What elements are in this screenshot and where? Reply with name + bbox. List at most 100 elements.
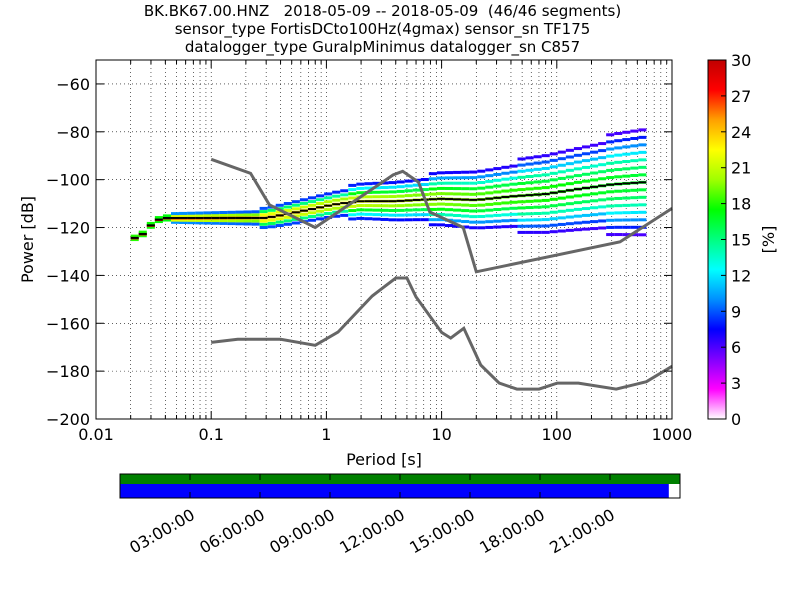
psd-cell xyxy=(549,210,558,214)
psd-cell xyxy=(428,218,437,222)
psd-mode-cell xyxy=(493,196,502,199)
psd-cell xyxy=(420,183,429,187)
y-tick-label: −160 xyxy=(46,314,90,333)
psd-cell xyxy=(380,204,389,208)
psd-cell xyxy=(219,211,228,215)
psd-cell xyxy=(565,162,574,166)
x-tick-label: 100 xyxy=(542,425,573,444)
psd-cell xyxy=(622,189,631,193)
psd-cell xyxy=(477,175,486,179)
psd-mode-cell xyxy=(469,198,478,201)
psd-cell xyxy=(461,220,470,224)
colorbar-tick-label: 3 xyxy=(731,374,741,393)
psd-cell xyxy=(493,202,502,206)
psd-cell xyxy=(275,203,284,207)
psd-cell xyxy=(493,167,502,171)
psd-cell xyxy=(630,196,639,200)
psd-cell xyxy=(573,221,582,225)
psd-cell xyxy=(436,176,445,180)
timeline-tick-label: 12:00:00 xyxy=(336,505,408,557)
psd-cell xyxy=(428,182,437,186)
psd-mode-cell xyxy=(243,216,252,219)
psd-mode-cell xyxy=(267,215,276,218)
psd-cell xyxy=(283,222,292,226)
psd-cell xyxy=(622,203,631,207)
psd-cell xyxy=(291,221,300,225)
psd-cell xyxy=(517,181,526,185)
psd-cell xyxy=(372,208,381,212)
psd-cell xyxy=(412,208,421,212)
psd-cell xyxy=(606,197,615,201)
psd-cell xyxy=(291,214,300,218)
colorbar-tick-label: 18 xyxy=(731,195,751,214)
psd-mode-cell xyxy=(428,198,437,201)
psd-cell xyxy=(396,185,405,189)
psd-cell xyxy=(275,220,284,224)
psd-cell xyxy=(606,225,615,229)
psd-cell xyxy=(396,194,405,198)
psd-cell xyxy=(590,150,599,154)
psd-cell xyxy=(372,213,381,217)
psd-cell xyxy=(565,148,574,152)
psd-cell xyxy=(179,211,188,215)
psd-mode-cell xyxy=(251,216,260,219)
psd-mode-cell xyxy=(259,216,268,219)
psd-mode-cell xyxy=(356,200,365,203)
coverage-timeline: 03:00:0006:00:0009:00:0012:00:0015:00:00… xyxy=(119,473,681,557)
psd-cell xyxy=(525,212,534,216)
psd-cell xyxy=(227,213,236,217)
psd-cell xyxy=(485,220,494,224)
psd-cell xyxy=(509,182,518,186)
psd-cell xyxy=(461,192,470,196)
psd-cell xyxy=(340,189,349,193)
psd-cell xyxy=(316,194,325,198)
colorbar-tick-label: 12 xyxy=(731,266,751,285)
psd-cell xyxy=(243,222,252,226)
psd-cell xyxy=(533,224,542,228)
psd-cell xyxy=(509,188,518,192)
psd-cell xyxy=(461,225,470,229)
psd-cell xyxy=(557,170,566,174)
psd-cell xyxy=(517,175,526,179)
psd-cell xyxy=(638,128,647,132)
psd-cell xyxy=(501,183,510,187)
psd-cell xyxy=(493,178,502,182)
psd-cell xyxy=(453,181,462,185)
psd-cell xyxy=(340,213,349,217)
psd-cell xyxy=(267,218,276,222)
psd-mode-cell xyxy=(380,200,389,203)
psd-cell xyxy=(299,201,308,205)
psd-cell xyxy=(606,204,615,208)
plot-frame xyxy=(95,59,673,420)
psd-cell xyxy=(348,196,357,200)
psd-cell xyxy=(638,150,647,154)
psd-cell xyxy=(203,221,212,225)
psd-cell xyxy=(549,230,558,234)
psd-histogram xyxy=(130,128,647,242)
psd-mode-cell xyxy=(307,208,317,211)
y-tick-label: −120 xyxy=(46,219,90,238)
psd-cell xyxy=(340,209,349,213)
psd-cell xyxy=(453,187,462,191)
psd-cell xyxy=(485,202,494,206)
psd-cell xyxy=(581,200,591,204)
psd-cell xyxy=(557,229,566,233)
psd-cell xyxy=(638,210,647,214)
psd-cell xyxy=(307,203,317,207)
psd-cell xyxy=(565,215,574,219)
psd-cell xyxy=(388,185,397,189)
psd-cell xyxy=(428,223,437,227)
psd-cell xyxy=(485,179,494,183)
psd-cell xyxy=(453,214,462,218)
psd-cell xyxy=(404,189,413,193)
psd-cell xyxy=(533,205,542,209)
psd-cell xyxy=(420,188,429,192)
psd-coverage-bar xyxy=(120,484,669,498)
colorbar-tick-label: 15 xyxy=(731,231,751,250)
psd-cell xyxy=(428,202,437,206)
psd-cell xyxy=(316,209,325,213)
psd-cell xyxy=(412,188,421,192)
psd-cell xyxy=(622,152,631,156)
psd-cell xyxy=(573,214,582,218)
psd-cell xyxy=(307,196,317,200)
